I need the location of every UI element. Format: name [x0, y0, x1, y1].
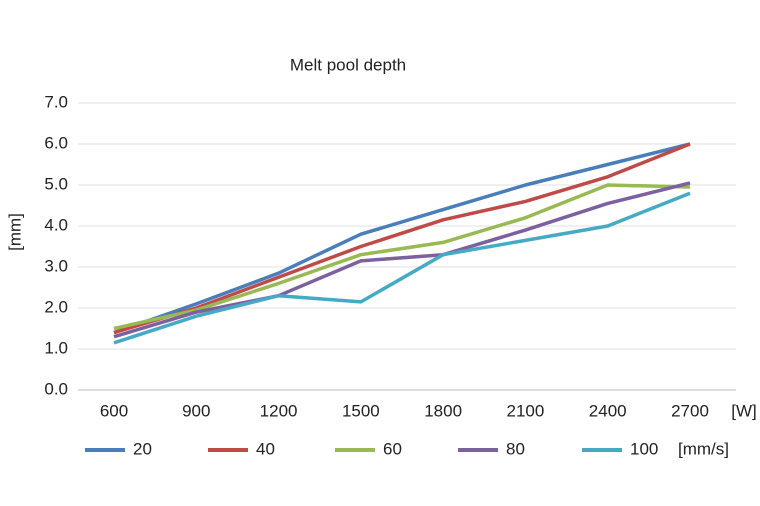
legend-label: 80 [506, 439, 525, 458]
legend-label: 60 [383, 439, 402, 458]
y-tick-label: 1.0 [44, 338, 68, 357]
legend-unit: [mm/s] [678, 439, 729, 458]
y-tick-label: 7.0 [44, 92, 68, 111]
x-tick-label: 600 [100, 401, 128, 420]
legend-label: 40 [256, 439, 275, 458]
x-unit-label: [W] [731, 401, 757, 420]
y-tick-label: 4.0 [44, 215, 68, 234]
series-line [113, 183, 691, 331]
chart-title: Melt pool depth [290, 55, 406, 74]
series-line [113, 181, 691, 339]
series-line [113, 191, 691, 345]
x-tick-label: 1200 [260, 401, 298, 420]
legend-label: 20 [133, 439, 152, 458]
series-line [113, 142, 691, 335]
x-tick-label: 1500 [342, 401, 380, 420]
y-tick-label: 0.0 [44, 379, 68, 398]
x-tick-label: 2100 [507, 401, 545, 420]
x-tick-label: 900 [182, 401, 210, 420]
x-tick-label: 2700 [671, 401, 709, 420]
y-axis-label: [mm] [5, 213, 24, 251]
x-tick-label: 1800 [424, 401, 462, 420]
y-tick-label: 3.0 [44, 256, 68, 275]
y-tick-label: 6.0 [44, 133, 68, 152]
series-line [113, 142, 691, 335]
legend-label: 100 [630, 439, 658, 458]
y-tick-label: 5.0 [44, 174, 68, 193]
x-tick-label: 2400 [589, 401, 627, 420]
y-tick-label: 2.0 [44, 297, 68, 316]
